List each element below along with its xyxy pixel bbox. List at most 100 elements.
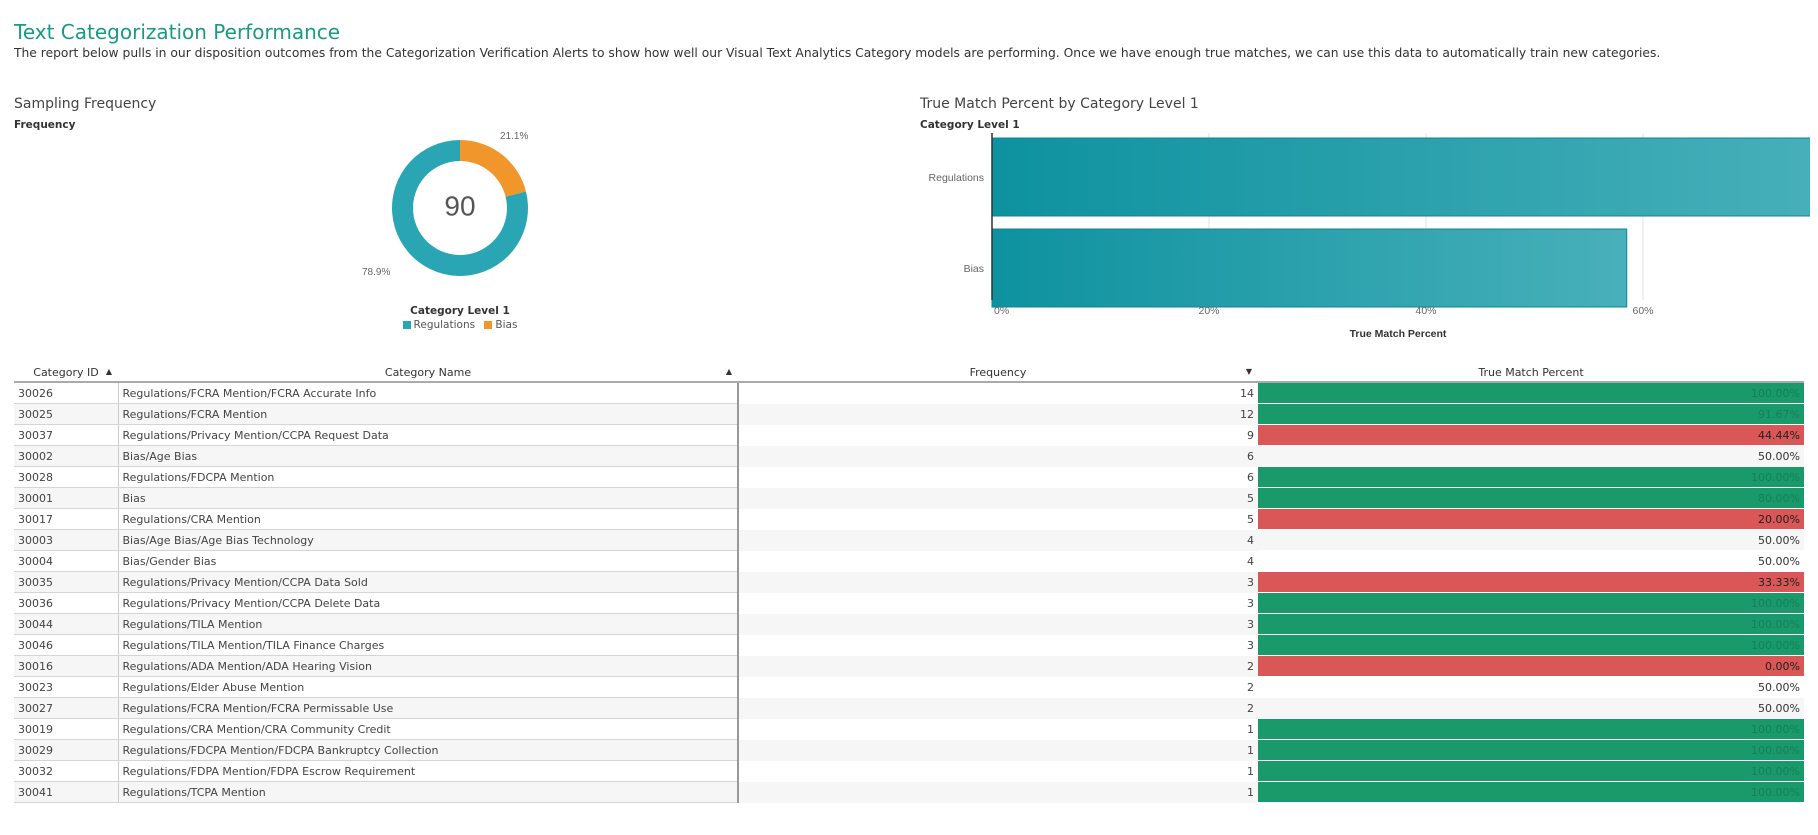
table-row[interactable]: 30046 Regulations/TILA Mention/TILA Finan… — [14, 634, 1804, 656]
column-header-label: Category ID — [33, 365, 99, 379]
cell-frequency: 4 — [1247, 554, 1254, 568]
page-title: Text Categorization Performance — [14, 20, 341, 44]
sort-ascending-icon[interactable]: ▲ — [725, 367, 732, 376]
cell-true-match-percent: 20.00% — [1258, 508, 1804, 530]
donut-slice-bias[interactable] — [460, 140, 526, 197]
legend-label-bias: Bias — [495, 319, 518, 331]
cell-category-id: 30046 — [14, 634, 119, 656]
bar-chart-y-labels: Regulations Bias — [929, 172, 984, 275]
sort-ascending-icon[interactable]: ▲ — [105, 367, 112, 376]
table-row[interactable]: 30017 Regulations/CRA Mention 5 20.00% — [14, 508, 1804, 530]
column-header-category-id[interactable]: Category ID ▲ — [14, 363, 118, 383]
donut-label-regulations: 78.9% — [362, 267, 390, 278]
cell-frequency: 6 — [738, 445, 1258, 467]
category-table[interactable]: Category ID ▲ Category Name ▲ Frequency ▼ T… — [14, 363, 1804, 803]
column-header-label: True Match Percent — [1478, 365, 1584, 379]
cell-frequency: 4 — [738, 529, 1258, 551]
table-row[interactable]: 30016 Regulations/ADA Mention/ADA Hearing… — [14, 655, 1804, 677]
cell-frequency: 1 — [738, 781, 1258, 803]
cell-frequency: 1 — [1247, 722, 1254, 736]
bar-chart[interactable]: Regulations Bias 0%20%40%60%80% True Matc… — [920, 128, 1810, 343]
legend-title: Category Level 1 — [410, 305, 510, 317]
cell-category-id: 30016 — [14, 655, 119, 677]
cell-true-match-percent: 0.00% — [1258, 655, 1804, 677]
cell-true-match-percent: 91.67% — [1258, 403, 1804, 425]
cell-frequency: 1 — [1247, 764, 1254, 778]
cell-category-id: 30025 — [14, 403, 119, 425]
column-header-label: Frequency — [969, 365, 1027, 379]
bar-chart-x-ticks: 0%20%40%60%80% — [994, 305, 1654, 317]
cell-true-match-percent: 33.33% — [1258, 571, 1804, 593]
sort-descending-icon[interactable]: ▼ — [1245, 367, 1252, 376]
bar-chart-x-label: True Match Percent — [1350, 328, 1447, 340]
donut-chart[interactable]: 90 21.1% 78.9% — [360, 125, 560, 325]
cell-category-name: Regulations/CRA Mention — [118, 508, 739, 530]
column-header-true-match-percent[interactable]: True Match Percent — [1258, 363, 1804, 383]
cell-category-name: Regulations/Privacy Mention/CCPA Request… — [118, 424, 739, 446]
cell-true-match-percent: 100.00% — [1258, 466, 1804, 488]
table-row[interactable]: 30041 Regulations/TCPA Mention 1 100.00% — [14, 781, 1804, 803]
cell-true-match-percent: 100.00% — [1258, 760, 1804, 782]
cell-category-name: Regulations/FDCPA Mention/FDCPA Bankrupt… — [118, 739, 739, 761]
donut-svg: 90 21.1% 78.9% — [362, 131, 528, 278]
donut-chart-title: Sampling Frequency — [14, 96, 157, 112]
cell-category-id: 30028 — [14, 466, 119, 488]
cell-category-name: Bias/Gender Bias — [118, 550, 739, 572]
bar-regulations[interactable] — [991, 137, 1810, 217]
cell-category-id: 30004 — [14, 550, 119, 572]
cell-frequency: 2 — [1247, 680, 1254, 694]
table-row[interactable]: 30044 Regulations/TILA Mention 3 100.00% — [14, 613, 1804, 635]
column-header-label: Category Name — [384, 365, 472, 379]
bar-chart-bars — [991, 137, 1810, 308]
table-row[interactable]: 30035 Regulations/Privacy Mention/CCPA Da… — [14, 571, 1804, 593]
cell-category-name: Regulations/TILA Mention/TILA Finance Ch… — [118, 634, 739, 656]
table-row[interactable]: 30002 Bias/Age Bias 6 50.00% — [14, 445, 1804, 467]
cell-true-match-percent: 44.44% — [1258, 424, 1804, 446]
cell-category-id: 30003 — [14, 529, 119, 551]
cell-frequency: 3 — [738, 571, 1258, 593]
cell-category-name: Bias — [118, 487, 739, 509]
cell-category-name: Regulations/Privacy Mention/CCPA Delete … — [118, 592, 739, 614]
cell-frequency: 3 — [1247, 638, 1254, 652]
table-row[interactable]: 30026 Regulations/FCRA Mention/FCRA Accur… — [14, 382, 1804, 404]
bar-chart-subtitle: Category Level 1 — [920, 119, 1020, 131]
table-row[interactable]: 30019 Regulations/CRA Mention/CRA Communi… — [14, 718, 1804, 740]
table-row[interactable]: 30029 Regulations/FDCPA Mention/FDCPA Ban… — [14, 739, 1804, 761]
cell-true-match-percent: 100.00% — [1258, 781, 1804, 803]
cell-category-name: Regulations/Privacy Mention/CCPA Data So… — [118, 571, 739, 593]
bar-bias[interactable] — [991, 228, 1628, 308]
table-row[interactable]: 30037 Regulations/Privacy Mention/CCPA Re… — [14, 424, 1804, 446]
cell-frequency: 1 — [738, 739, 1258, 761]
table-row[interactable]: 30004 Bias/Gender Bias 4 50.00% — [14, 550, 1804, 572]
cell-true-match-percent: 50.00% — [1258, 697, 1804, 719]
cell-category-id: 30026 — [14, 382, 119, 404]
bar-chart-y-label: Regulations — [929, 172, 984, 184]
donut-slice-regulations[interactable] — [392, 140, 528, 276]
cell-frequency: 3 — [738, 613, 1258, 635]
bar-chart-y-label: Bias — [964, 263, 984, 275]
table-row[interactable]: 30025 Regulations/FCRA Mention 12 91.67% — [14, 403, 1804, 425]
table-row[interactable]: 30003 Bias/Age Bias/Age Bias Technology 4 5… — [14, 529, 1804, 551]
table-row[interactable]: 30032 Regulations/FDPA Mention/FDPA Escro… — [14, 760, 1804, 782]
cell-category-id: 30019 — [14, 718, 119, 740]
cell-category-name: Regulations/FDPA Mention/FDPA Escrow Req… — [118, 760, 739, 782]
cell-true-match-percent: 100.00% — [1258, 592, 1804, 614]
donut-label-bias: 21.1% — [500, 131, 528, 142]
legend-item-regulations[interactable]: Regulations — [402, 319, 475, 331]
column-header-category-name[interactable]: Category Name ▲ — [118, 363, 738, 383]
cell-category-id: 30023 — [14, 676, 119, 698]
table-row[interactable]: 30001 Bias 5 80.00% — [14, 487, 1804, 509]
cell-frequency: 12 — [738, 403, 1258, 425]
cell-category-id: 30037 — [14, 424, 119, 446]
legend-item-bias[interactable]: Bias — [484, 319, 517, 331]
table-row[interactable]: 30028 Regulations/FDCPA Mention 6 100.00% — [14, 466, 1804, 488]
table-row[interactable]: 30027 Regulations/FCRA Mention/FCRA Permi… — [14, 697, 1804, 719]
cell-category-name: Regulations/CRA Mention/CRA Community Cr… — [118, 718, 739, 740]
cell-true-match-percent: 100.00% — [1258, 739, 1804, 761]
column-header-frequency[interactable]: Frequency ▼ — [738, 363, 1258, 383]
table-row[interactable]: 30023 Regulations/Elder Abuse Mention 2 50.… — [14, 676, 1804, 698]
cell-category-id: 30002 — [14, 445, 119, 467]
cell-category-name: Bias/Age Bias/Age Bias Technology — [118, 529, 739, 551]
table-row[interactable]: 30036 Regulations/Privacy Mention/CCPA De… — [14, 592, 1804, 614]
cell-category-name: Bias/Age Bias — [118, 445, 739, 467]
